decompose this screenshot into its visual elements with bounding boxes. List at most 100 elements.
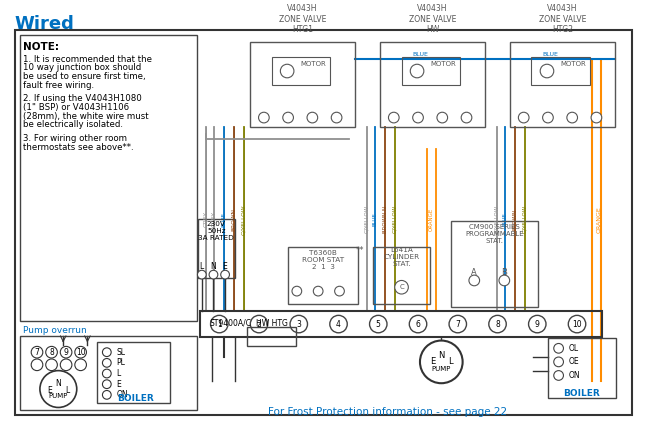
Text: 8: 8 — [495, 319, 500, 329]
Bar — [198, 219, 235, 278]
Text: CM900 SERIES
PROGRAMMABLE
STAT.: CM900 SERIES PROGRAMMABLE STAT. — [465, 224, 524, 244]
Circle shape — [568, 315, 586, 333]
Text: 2: 2 — [257, 319, 261, 329]
Text: L641A
CYLINDER
STAT.: L641A CYLINDER STAT. — [384, 247, 420, 267]
Text: BROWN N: BROWN N — [382, 206, 388, 233]
Circle shape — [102, 380, 111, 389]
Text: 230V
50Hz
3A RATED: 230V 50Hz 3A RATED — [199, 221, 234, 241]
Text: 3. For wiring other room: 3. For wiring other room — [23, 134, 127, 143]
Text: G/YELLOW: G/YELLOW — [494, 205, 499, 233]
Text: (1" BSP) or V4043H1106: (1" BSP) or V4043H1106 — [23, 103, 129, 112]
Text: BLUE: BLUE — [503, 213, 508, 226]
Text: L: L — [448, 357, 452, 366]
Circle shape — [461, 112, 472, 123]
Circle shape — [395, 281, 408, 294]
Bar — [531, 57, 589, 84]
Circle shape — [259, 112, 269, 123]
Bar — [380, 42, 485, 127]
Circle shape — [250, 315, 268, 333]
Text: BROWN: BROWN — [232, 208, 236, 231]
Circle shape — [518, 112, 529, 123]
Circle shape — [420, 341, 463, 383]
Text: G/YELLOW: G/YELLOW — [392, 205, 397, 233]
Text: 10 way junction box should: 10 way junction box should — [23, 63, 142, 72]
Circle shape — [334, 286, 344, 296]
Circle shape — [313, 286, 323, 296]
Text: E: E — [223, 262, 228, 271]
Circle shape — [469, 275, 479, 286]
Circle shape — [75, 346, 87, 358]
Circle shape — [388, 112, 399, 123]
Bar — [373, 247, 430, 304]
Circle shape — [591, 112, 602, 123]
Text: 3: 3 — [296, 319, 302, 329]
Circle shape — [210, 315, 228, 333]
Text: BOILER: BOILER — [564, 390, 600, 398]
Circle shape — [60, 359, 72, 371]
Text: L: L — [200, 262, 204, 271]
Text: 10: 10 — [572, 319, 582, 329]
Text: 7: 7 — [455, 319, 460, 329]
Circle shape — [410, 315, 427, 333]
Text: OE: OE — [568, 357, 579, 366]
Text: ORANGE: ORANGE — [429, 208, 434, 231]
Circle shape — [46, 346, 58, 358]
Circle shape — [449, 315, 466, 333]
Text: ORANGE: ORANGE — [597, 206, 602, 233]
Circle shape — [280, 64, 294, 78]
Text: 8: 8 — [49, 348, 54, 357]
Text: SL: SL — [116, 348, 126, 357]
Text: For Frost Protection information - see page 22: For Frost Protection information - see p… — [269, 408, 507, 417]
Circle shape — [221, 270, 230, 279]
Text: V4043H
ZONE VALVE
HTG1: V4043H ZONE VALVE HTG1 — [279, 4, 326, 34]
Text: 2. If using the V4043H1080: 2. If using the V4043H1080 — [23, 94, 142, 103]
Circle shape — [410, 64, 424, 78]
Text: G/YELLOW: G/YELLOW — [364, 205, 369, 233]
Text: 10: 10 — [76, 348, 85, 357]
Text: E: E — [430, 357, 435, 366]
Circle shape — [554, 371, 564, 380]
Circle shape — [46, 359, 58, 371]
Circle shape — [31, 346, 43, 358]
Text: 1. It is recommended that the: 1. It is recommended that the — [23, 54, 153, 64]
Text: OL: OL — [568, 344, 578, 353]
Circle shape — [543, 112, 553, 123]
Circle shape — [102, 390, 111, 399]
Circle shape — [197, 270, 206, 279]
Text: NOTE:: NOTE: — [23, 42, 60, 52]
Bar — [97, 343, 170, 403]
Text: **: ** — [356, 246, 364, 255]
Text: 5: 5 — [376, 319, 380, 329]
Text: T6360B
ROOM STAT
2  1  3: T6360B ROOM STAT 2 1 3 — [302, 250, 344, 270]
Text: Pump overrun: Pump overrun — [23, 326, 87, 335]
Circle shape — [331, 112, 342, 123]
Text: MOTOR: MOTOR — [300, 61, 326, 67]
Circle shape — [540, 64, 554, 78]
Bar — [200, 311, 602, 337]
Circle shape — [283, 112, 294, 123]
Text: thermostats see above**.: thermostats see above**. — [23, 143, 134, 152]
Circle shape — [102, 348, 111, 357]
Text: Wired: Wired — [15, 15, 74, 33]
Text: fault free wiring.: fault free wiring. — [23, 81, 94, 90]
Bar — [402, 57, 460, 84]
Text: L: L — [116, 369, 121, 378]
Circle shape — [369, 315, 387, 333]
Text: be electrically isolated.: be electrically isolated. — [23, 120, 124, 130]
Bar — [272, 57, 330, 84]
Text: G/YELLOW: G/YELLOW — [522, 205, 527, 233]
Text: 9: 9 — [63, 348, 69, 357]
Text: V4043H
ZONE VALVE
HW: V4043H ZONE VALVE HW — [409, 4, 456, 34]
Text: (28mm), the white wire must: (28mm), the white wire must — [23, 112, 149, 121]
Text: BLUE: BLUE — [412, 52, 428, 57]
Text: L: L — [65, 386, 69, 395]
Circle shape — [75, 359, 87, 371]
Circle shape — [437, 112, 448, 123]
Circle shape — [307, 112, 318, 123]
Text: GREY: GREY — [212, 211, 217, 227]
Text: E: E — [116, 380, 121, 389]
Circle shape — [31, 359, 43, 371]
Text: B: B — [501, 268, 507, 277]
Text: BOILER: BOILER — [118, 394, 154, 403]
Text: ON: ON — [568, 371, 580, 380]
